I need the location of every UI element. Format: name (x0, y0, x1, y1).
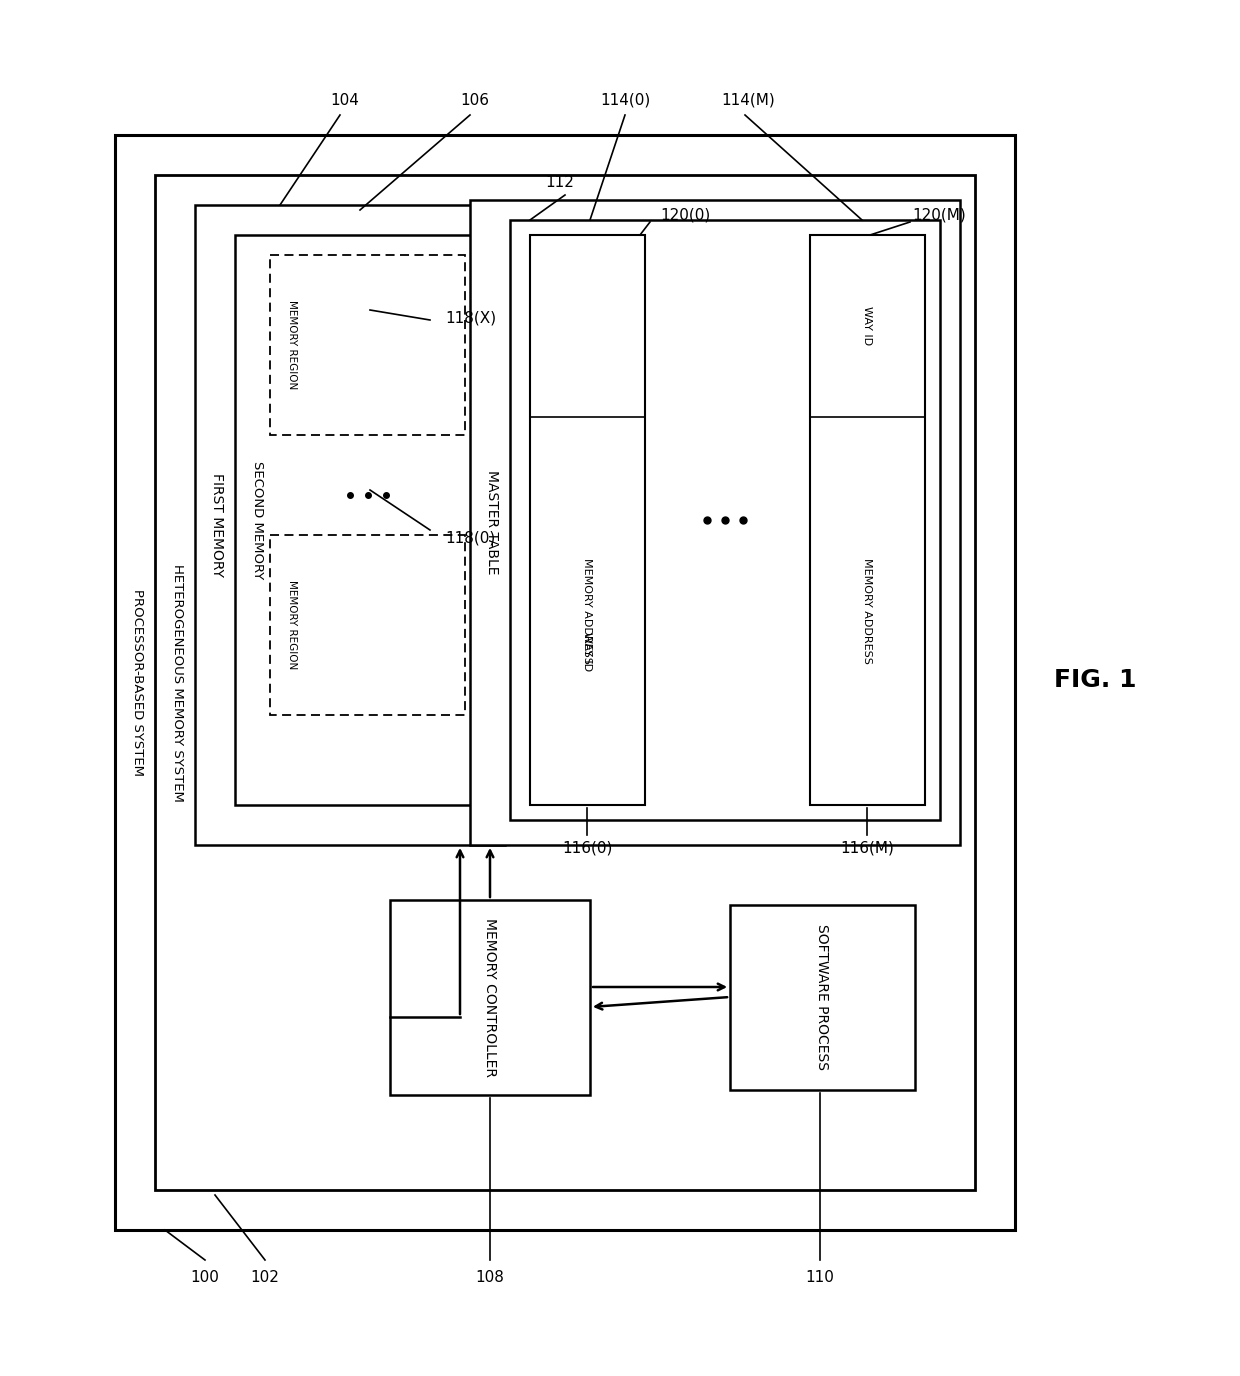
Text: MEMORY REGION: MEMORY REGION (286, 300, 298, 389)
Text: MASTER TABLE: MASTER TABLE (485, 471, 498, 575)
Text: 116(M): 116(M) (839, 841, 894, 856)
Text: WAY ID: WAY ID (863, 307, 873, 345)
Text: 102: 102 (250, 1270, 279, 1285)
Text: PROCESSOR-BASED SYSTEM: PROCESSOR-BASED SYSTEM (130, 589, 144, 776)
Bar (195, 205, 505, 845)
Text: 116(0): 116(0) (562, 841, 613, 856)
Text: 114(0): 114(0) (600, 92, 650, 107)
Text: 118(X): 118(X) (445, 311, 496, 326)
Text: FIG. 1: FIG. 1 (1054, 667, 1136, 692)
Text: 106: 106 (460, 92, 490, 107)
Bar (270, 535, 465, 716)
Bar (115, 135, 1016, 1230)
Text: 120(0): 120(0) (660, 208, 711, 223)
Text: MEMORY CONTROLLER: MEMORY CONTROLLER (484, 918, 497, 1077)
Text: SECOND MEMORY: SECOND MEMORY (250, 461, 263, 579)
Text: 114(M): 114(M) (722, 92, 775, 107)
Bar (270, 255, 465, 435)
Text: 108: 108 (476, 1270, 505, 1285)
Bar (236, 235, 485, 805)
Text: SOFTWARE PROCESS: SOFTWARE PROCESS (816, 925, 830, 1071)
Bar (730, 905, 915, 1090)
Text: 100: 100 (191, 1270, 219, 1285)
Bar (510, 220, 940, 820)
Text: 120(M): 120(M) (911, 208, 966, 223)
Bar (810, 235, 925, 805)
Text: 118(0): 118(0) (445, 531, 495, 545)
Text: 104: 104 (331, 92, 360, 107)
Bar (155, 175, 975, 1190)
Text: WAY ID: WAY ID (583, 633, 593, 671)
Bar (470, 200, 960, 845)
Text: 112: 112 (546, 175, 574, 190)
Text: MEMORY REGION: MEMORY REGION (286, 581, 298, 670)
Text: MEMORY ADDRESS: MEMORY ADDRESS (583, 559, 593, 665)
Text: FIRST MEMORY: FIRST MEMORY (210, 473, 224, 577)
Bar (391, 900, 590, 1095)
Text: HETEROGENEOUS MEMORY SYSTEM: HETEROGENEOUS MEMORY SYSTEM (170, 564, 184, 801)
Text: MEMORY ADDRESS: MEMORY ADDRESS (863, 559, 873, 665)
Bar (529, 235, 645, 805)
Text: 110: 110 (806, 1270, 835, 1285)
